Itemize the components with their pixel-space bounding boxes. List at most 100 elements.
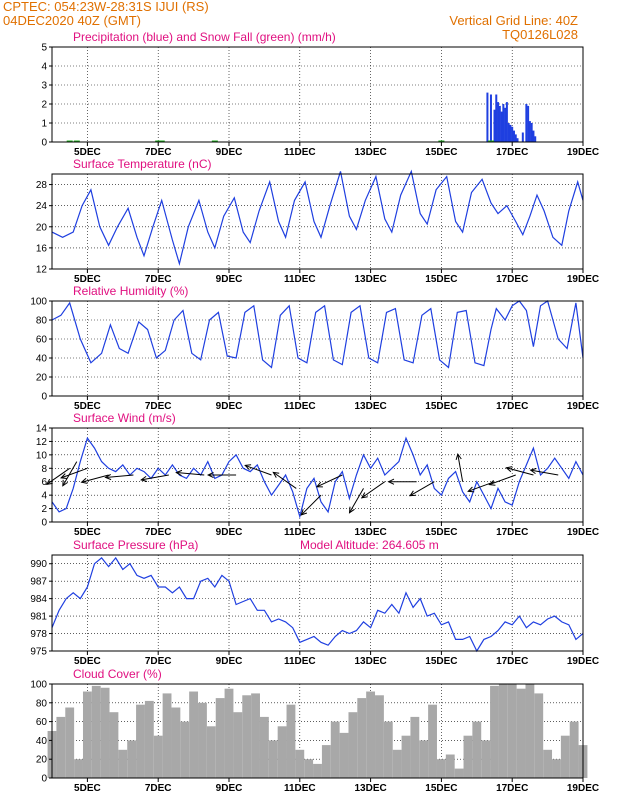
cloud-bar — [118, 749, 128, 778]
y-tick-label: 987 — [30, 577, 47, 588]
x-tick-label: 15DEC — [425, 274, 457, 285]
precip-bar — [504, 107, 507, 142]
wind-arrow — [141, 474, 169, 481]
x-tick-label: 9DEC — [216, 656, 243, 667]
wind-arrow-head — [60, 473, 68, 479]
wind-arrow-head — [348, 506, 355, 514]
wind-arrow-head — [300, 509, 308, 516]
cloud-bar — [375, 695, 384, 778]
humidity-line — [51, 300, 584, 369]
temperature-title: Surface Temperature (nC) — [73, 157, 212, 171]
snow-mark — [66, 140, 73, 142]
y-tick-label: 40 — [36, 354, 48, 365]
cloud-bar — [100, 687, 110, 778]
x-tick-label: 5DEC — [74, 783, 101, 794]
cloud-bar — [74, 759, 83, 778]
cloud-bar — [498, 684, 508, 778]
x-tick-label: 17DEC — [496, 527, 528, 538]
x-tick-label: 11DEC — [284, 401, 316, 412]
y-tick-label: 60 — [36, 717, 48, 728]
plot-frame — [51, 173, 584, 270]
precip-bar — [534, 136, 537, 142]
x-tick-label: 17DEC — [496, 783, 528, 794]
plot-frame — [51, 427, 584, 523]
y-tick-label: 100 — [30, 297, 47, 308]
x-tick-label: 7DEC — [145, 147, 172, 158]
x-tick-label: 9DEC — [216, 783, 243, 794]
x-tick-label: 15DEC — [425, 401, 457, 412]
wind-arrow-head — [488, 479, 496, 486]
x-tick-label: 5DEC — [74, 147, 101, 158]
y-tick-label: 80 — [36, 698, 48, 709]
x-tick-label: 5DEC — [74, 274, 101, 285]
wind-arrow — [349, 488, 364, 513]
x-tick-label: 7DEC — [145, 401, 172, 412]
temperature-panel: 12 16 20 24 28 5DEC 7DEC 9DEC 11DEC 13DEC 15DEC 17D… — [36, 157, 599, 285]
precip-bar — [532, 130, 535, 142]
cloud-bar — [144, 700, 154, 778]
precip-bar — [530, 123, 533, 142]
cloud-bar — [481, 740, 491, 778]
wind-line — [51, 436, 584, 519]
precip-bar — [514, 134, 517, 142]
precip-bar — [516, 138, 519, 142]
x-tick-label: 13DEC — [354, 147, 386, 158]
precip-bar — [502, 104, 505, 142]
precip-bar — [525, 104, 528, 142]
pressure-title: Surface Pressure (hPa) — [73, 538, 198, 552]
x-tick-label: 5DEC — [74, 527, 101, 538]
cloud-bar — [490, 685, 499, 778]
x-tick-label: 15DEC — [425, 527, 457, 538]
y-tick-label: 28 — [36, 180, 48, 191]
cloud-bar — [516, 688, 526, 778]
x-tick-label: 17DEC — [496, 401, 528, 412]
cloud-bar — [198, 702, 207, 778]
wind-panel: 0 2 4 6 8 10 12 14 5DEC 7DEC 9DEC 11DEC 13DEC 15DEC 17… — [36, 411, 599, 538]
y-tick-label: 10 — [36, 450, 48, 461]
cloud-bar — [463, 735, 473, 778]
y-tick-label: 8 — [41, 464, 47, 475]
wind-arrow — [105, 474, 134, 478]
snow-mark — [211, 140, 218, 142]
y-tick-label: 2 — [41, 100, 47, 111]
x-tick-label: 17DEC — [496, 147, 528, 158]
y-tick-label: 100 — [30, 680, 47, 691]
x-tick-label: 13DEC — [354, 274, 386, 285]
humidity-panel: 0 20 40 60 80 100 5DEC 7DEC 9DEC 11DEC 13DEC 15DEC 1… — [30, 284, 599, 412]
cloud-bar — [507, 684, 517, 778]
y-tick-label: 984 — [30, 594, 47, 605]
precip-bar — [507, 123, 510, 142]
y-tick-label: 24 — [36, 201, 48, 212]
precip-bar — [521, 132, 524, 142]
cloud-bar — [543, 749, 553, 778]
cloud-bar — [392, 749, 402, 778]
y-tick-label: 16 — [36, 243, 48, 254]
cloud-bar — [268, 740, 278, 778]
wind-arrow — [489, 474, 516, 486]
wind-arrow-head — [529, 468, 537, 475]
snow-mark — [158, 140, 165, 142]
x-tick-label: 7DEC — [145, 656, 172, 667]
wind-arrow — [60, 467, 88, 479]
precip-panel: 0 1 2 3 4 5 5DEC 7DEC 9DEC 11DEC 13DEC 15DEC 17DEC 19… — [41, 30, 599, 158]
wind-arrow — [176, 472, 205, 476]
wind-arrow-head — [140, 475, 148, 482]
precip-bar — [527, 105, 530, 142]
snow-mark — [438, 140, 445, 142]
wind-arrow — [457, 454, 464, 482]
y-tick-label: 20 — [36, 222, 48, 233]
cloud-bar — [357, 698, 367, 778]
x-tick-label: 15DEC — [425, 147, 457, 158]
y-tick-label: 0 — [41, 774, 47, 785]
cloud-bar — [295, 749, 305, 778]
x-tick-label: 11DEC — [284, 527, 316, 538]
wind-arrow — [361, 481, 386, 499]
wind-arrow — [273, 471, 297, 489]
precip-bar — [498, 105, 501, 142]
cloud-bar — [454, 768, 464, 778]
x-tick-label: 13DEC — [354, 656, 386, 667]
wind-arrow-head — [45, 478, 53, 485]
wind-arrow-head — [80, 477, 88, 484]
